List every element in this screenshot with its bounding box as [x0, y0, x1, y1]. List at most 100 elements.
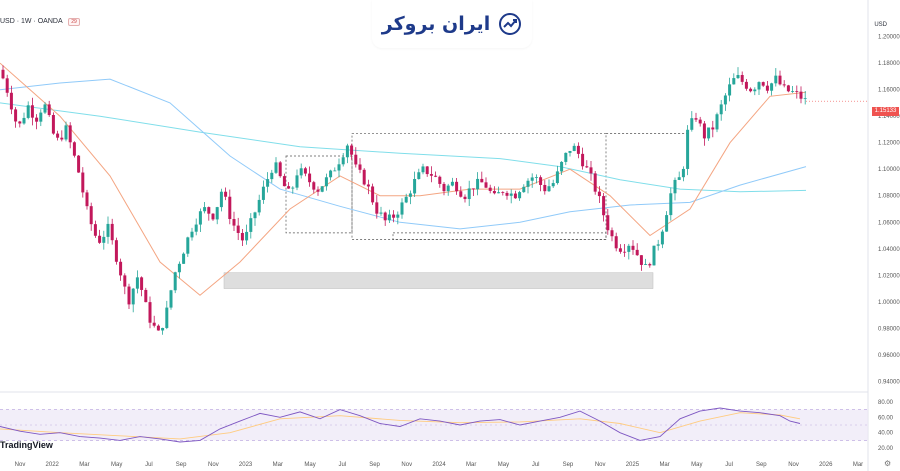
candle-body	[190, 231, 194, 238]
candle-body	[715, 114, 719, 130]
candle-body	[518, 192, 522, 199]
candle-body	[282, 176, 286, 187]
candle-body	[799, 91, 803, 99]
support-zone	[223, 272, 654, 289]
candle-body	[450, 181, 454, 186]
candle-body	[484, 182, 488, 188]
candle-body	[551, 183, 555, 187]
price-axis-label: 1.04000	[878, 247, 900, 253]
candle-body	[560, 161, 564, 172]
candle-body	[795, 91, 799, 92]
candle-body	[240, 232, 244, 241]
candle-body	[463, 196, 467, 200]
candle-body	[123, 275, 127, 287]
candle-body	[228, 196, 232, 219]
candle-body	[543, 184, 547, 192]
candle-body	[707, 127, 711, 139]
candle-body	[497, 192, 501, 194]
candle-body	[673, 179, 677, 194]
candle-body	[644, 264, 648, 265]
candle-body	[140, 277, 144, 290]
time-axis-label: Nov	[208, 462, 219, 468]
candle-body	[257, 199, 261, 213]
rsi-axis-label: 60.00	[878, 415, 894, 421]
ma-long-line	[0, 102, 807, 193]
candle-body	[337, 164, 341, 171]
time-axis-label: Nov	[788, 462, 799, 468]
candle-body	[261, 186, 265, 200]
candle-body	[303, 168, 307, 174]
time-axis-label: Sep	[563, 462, 574, 468]
candle-body	[438, 176, 442, 184]
candle-body	[648, 264, 652, 266]
candle-body	[396, 214, 400, 218]
candle-body	[526, 180, 530, 187]
candle-body	[173, 272, 177, 291]
price-axis-label: 1.20000	[878, 35, 900, 41]
time-axis-label: Nov	[401, 462, 412, 468]
price-axis-label: 1.18000	[878, 61, 900, 67]
time-axis-label: Mar	[273, 462, 283, 468]
candle-body	[375, 202, 379, 214]
symbol-header: USD · 1W · OANDA 29	[0, 18, 80, 26]
time-axis-label: May	[111, 462, 122, 468]
candle-body	[102, 236, 106, 243]
candle-body	[236, 225, 240, 233]
candle-body	[127, 286, 131, 305]
time-axis-label: Nov	[595, 462, 606, 468]
brand-banner: ایران بروکر	[372, 0, 532, 48]
symbol-line: USD · 1W · OANDA	[0, 18, 63, 25]
price-axis-label: 1.14000	[878, 114, 900, 120]
candle-body	[442, 183, 446, 192]
candle-body	[144, 289, 148, 303]
candle-body	[253, 212, 257, 219]
candle-body	[597, 191, 601, 197]
candle-body	[778, 75, 782, 85]
candle-body	[152, 322, 156, 326]
candle-body	[425, 166, 429, 175]
candle-body	[295, 175, 299, 188]
candle-body	[358, 164, 362, 170]
candle-body	[568, 150, 572, 153]
candle-body	[803, 98, 807, 100]
last-price-tag: 1.15133	[872, 107, 899, 116]
candle-body	[509, 193, 513, 196]
candle-body	[446, 185, 450, 192]
candle-body	[39, 112, 43, 122]
candle-body	[791, 91, 795, 92]
candle-body	[404, 196, 408, 203]
price-axis-label: 1.00000	[878, 300, 900, 306]
candle-body	[467, 188, 471, 200]
ema-fast-line	[0, 62, 807, 296]
candle-body	[14, 109, 18, 122]
candle-body	[585, 166, 589, 168]
candle-body	[106, 223, 110, 237]
time-axis-label: Sep	[176, 462, 187, 468]
candle-body	[366, 184, 370, 187]
candle-body	[81, 172, 85, 193]
price-axis-label: 1.08000	[878, 194, 900, 200]
candle-body	[85, 192, 89, 207]
candle-body	[581, 153, 585, 167]
candle-body	[5, 78, 9, 93]
candle-body	[421, 166, 425, 173]
candle-body	[744, 81, 748, 89]
candle-body	[308, 173, 312, 183]
rsi-axis-label: 20.00	[878, 446, 894, 452]
candle-body	[148, 302, 152, 323]
time-axis-label: Sep	[756, 462, 767, 468]
candle-body	[98, 235, 102, 243]
candle-body	[702, 123, 706, 139]
time-axis-label: 2022	[46, 462, 60, 468]
time-axis-label: Sep	[369, 462, 380, 468]
price-axis-label: 1.10000	[878, 167, 900, 173]
currency-label: USD	[874, 22, 887, 28]
gear-icon[interactable]: ⚙	[884, 459, 892, 468]
candle-body	[35, 117, 39, 122]
candle-body	[270, 172, 274, 180]
candle-body	[371, 186, 375, 203]
candle-body	[350, 145, 354, 155]
price-axis-label: 1.12000	[878, 141, 900, 147]
time-axis-label: 2023	[239, 462, 253, 468]
